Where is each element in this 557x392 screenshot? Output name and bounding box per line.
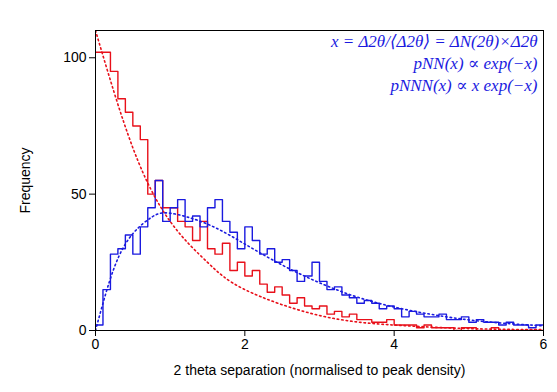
svg-text:pNNN(x) ∝ x exp(−x): pNNN(x) ∝ x exp(−x) (389, 76, 537, 95)
svg-text:50: 50 (71, 186, 87, 202)
svg-text:Frequency: Frequency (17, 147, 33, 213)
svg-text:2: 2 (241, 336, 249, 352)
svg-text:pNN(x) ∝ exp(−x): pNN(x) ∝ exp(−x) (413, 54, 538, 73)
svg-text:2 theta separation (normalised: 2 theta separation (normalised to peak d… (174, 362, 466, 378)
svg-text:6: 6 (540, 336, 548, 352)
svg-text:100: 100 (63, 49, 87, 65)
svg-text:0: 0 (92, 336, 100, 352)
svg-text:x = Δ2θ/⟨Δ2θ⟩ = ΔN(2θ)×Δ2θ: x = Δ2θ/⟨Δ2θ⟩ = ΔN(2θ)×Δ2θ (330, 32, 538, 51)
svg-text:4: 4 (390, 336, 398, 352)
svg-text:0: 0 (79, 322, 87, 338)
